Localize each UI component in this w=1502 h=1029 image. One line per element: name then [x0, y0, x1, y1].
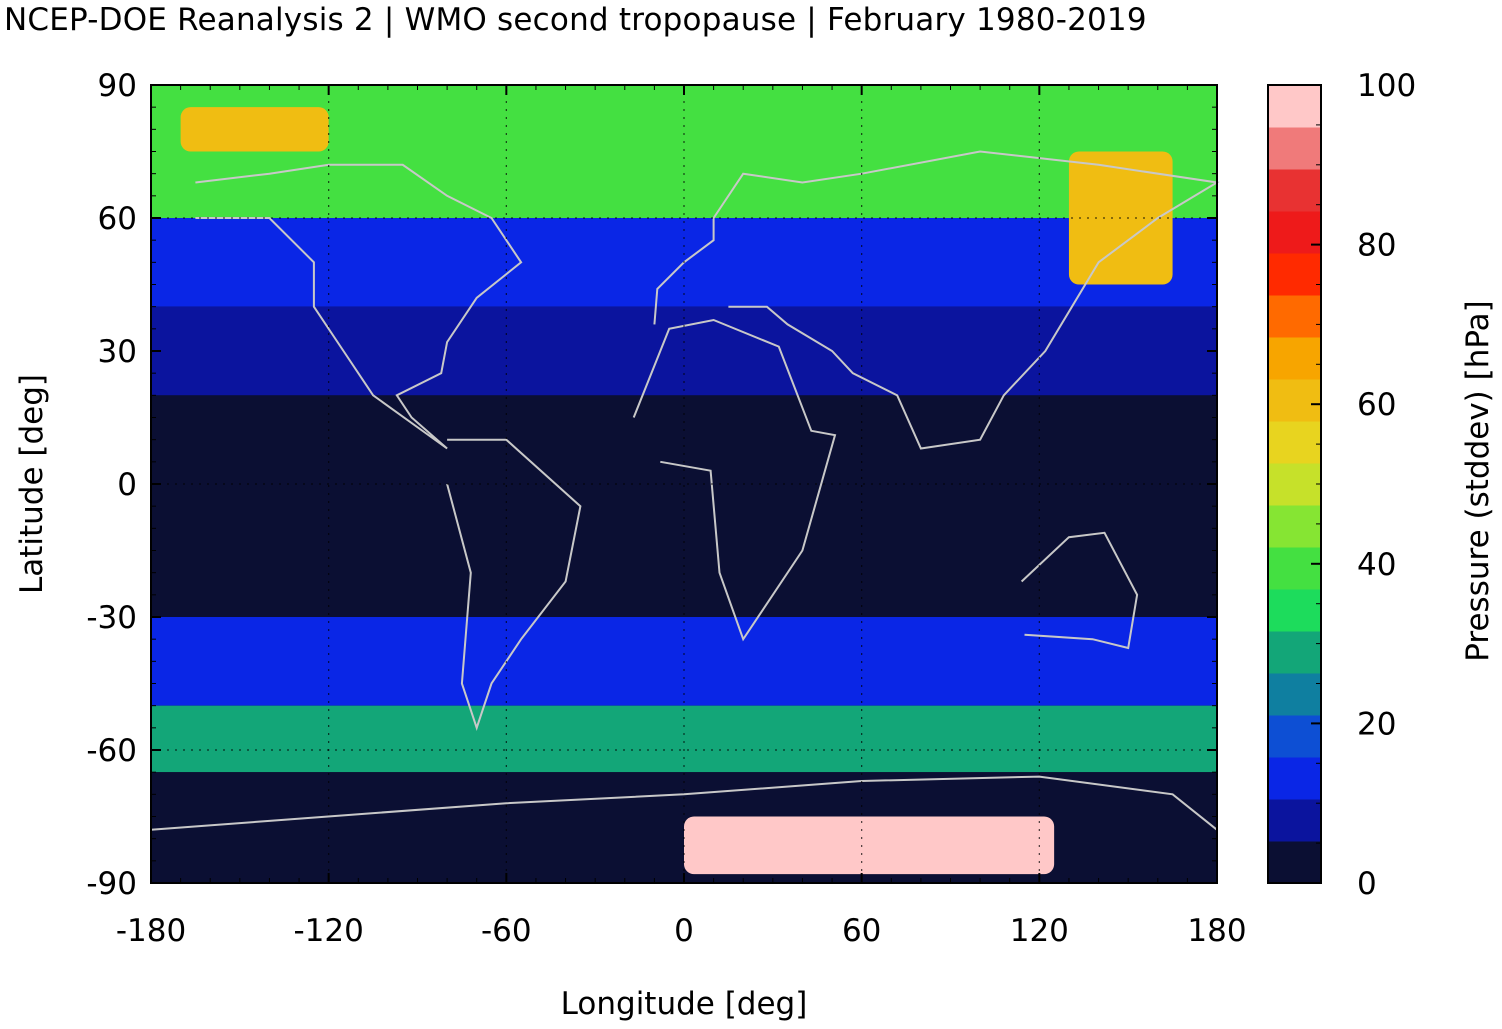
colorbar-segment: [1268, 295, 1321, 338]
heatmap-band-3: [151, 395, 1217, 617]
colorbar-segment: [1268, 253, 1321, 296]
colorbar-segment: [1268, 211, 1321, 254]
x-axis-label: Longitude [deg]: [561, 986, 808, 1022]
colorbar-segment: [1268, 547, 1321, 590]
colorbar-segment: [1268, 337, 1321, 380]
grid-lines: [151, 85, 1217, 883]
colorbar-tick-label: 60: [1357, 387, 1396, 423]
chart-title: NCEP-DOE Reanalysis 2 | WMO second tropo…: [4, 2, 1147, 38]
y-axis-label: Latitude [deg]: [14, 374, 50, 594]
x-tick-label: 180: [1187, 913, 1246, 949]
colorbar-tick-label: 80: [1357, 228, 1396, 264]
y-tick-label: -60: [86, 733, 137, 769]
y-tick-label: 0: [117, 467, 137, 503]
heatmap-hotspot-1: [684, 816, 1055, 875]
colorbar-segment: [1268, 799, 1321, 842]
y-tick-label: 60: [98, 201, 137, 237]
colorbar: 0 20 40 60 80 100: [1267, 68, 1416, 902]
colorbar-segment: [1268, 127, 1321, 170]
x-tick-label: 120: [1010, 913, 1069, 949]
coastline-4: [1020, 531, 1139, 650]
x-tick-label: -120: [293, 913, 363, 949]
colorbar-segment: [1268, 673, 1321, 716]
x-tick-label: 0: [674, 913, 694, 949]
colorbar-segment: [1268, 505, 1321, 548]
y-tick-label: 90: [98, 68, 137, 104]
coastline-0: [195, 163, 523, 450]
x-tick-label: -180: [116, 913, 186, 949]
coastline-2: [632, 318, 837, 642]
colorbar-tick-label: 100: [1357, 68, 1416, 104]
heatmap-band-0: [151, 85, 1217, 218]
colorbar-tick-label: 20: [1357, 706, 1396, 742]
colorbar-segment: [1268, 715, 1321, 758]
y-tick-label: -90: [86, 866, 137, 902]
colorbar-tick-label: 40: [1357, 547, 1396, 583]
colorbar-segment: [1268, 757, 1321, 800]
y-tick-label: -30: [86, 600, 137, 636]
x-tick-label: -60: [481, 913, 532, 949]
colorbar-segment: [1268, 169, 1321, 212]
y-tick-label: 30: [98, 334, 137, 370]
colorbar-segment: [1268, 589, 1321, 632]
axes: -180 -120 -60 0 60 120 180 90 60 30 0 -30 -60 -90: [86, 68, 1246, 949]
coastline-5: [150, 775, 1218, 831]
coastline-3: [653, 150, 1220, 450]
colorbar-segment: [1268, 631, 1321, 674]
colorbar-segment: [1268, 379, 1321, 422]
colorbar-segment: [1268, 841, 1321, 884]
colorbar-segment: [1268, 463, 1321, 506]
heatmap-hotspot-2: [180, 107, 329, 152]
colorbar-tick-label: 0: [1357, 866, 1377, 902]
x-tick-label: 60: [842, 913, 881, 949]
plot-area: [151, 85, 1217, 883]
heatmap-band-5: [151, 705, 1217, 773]
colorbar-label: Pressure (stddev) [hPa]: [1460, 300, 1496, 661]
colorbar-segment: [1268, 85, 1321, 128]
colorbar-segment: [1268, 421, 1321, 464]
